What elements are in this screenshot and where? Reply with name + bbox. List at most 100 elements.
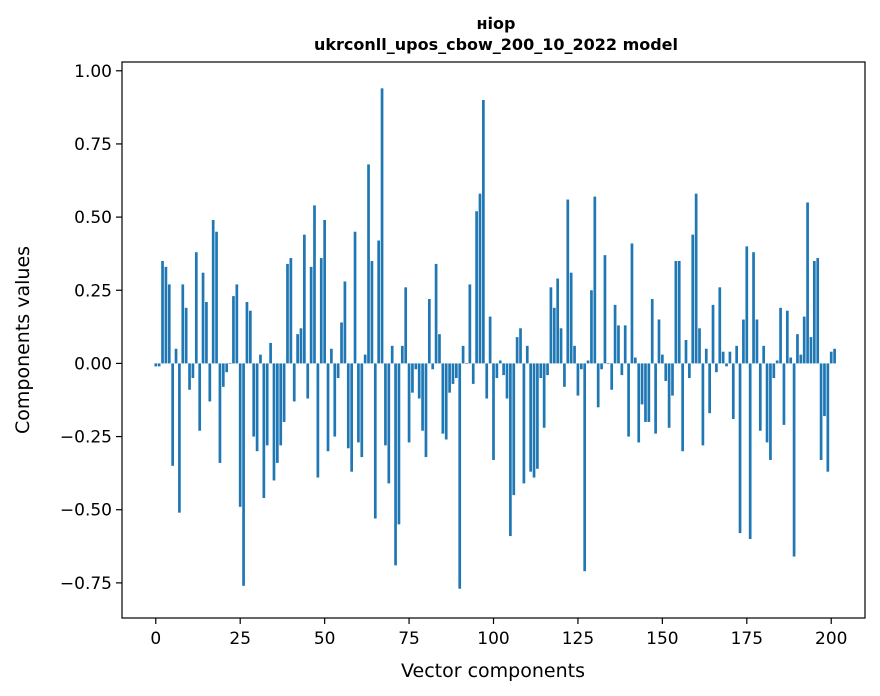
bar-40 — [289, 258, 293, 364]
bar-72 — [397, 363, 401, 525]
bar-155 — [677, 260, 681, 364]
bar-107 — [515, 337, 519, 364]
bar-7 — [178, 363, 181, 513]
bar-130 — [593, 196, 597, 364]
bar-28 — [248, 310, 252, 364]
x-axis-label: Vector components — [401, 660, 585, 682]
bar-26 — [242, 363, 245, 586]
bar-151 — [664, 363, 668, 381]
bars-group — [154, 88, 836, 589]
bar-22 — [228, 363, 232, 365]
bar-14 — [201, 272, 205, 364]
bar-32 — [262, 363, 266, 499]
bar-189 — [792, 363, 796, 557]
bar-133 — [603, 255, 607, 364]
y-tick-label: 1.00 — [74, 62, 112, 82]
bar-64 — [370, 260, 374, 364]
bar-90 — [458, 363, 462, 589]
bar-30 — [255, 363, 259, 452]
bar-25 — [238, 363, 242, 507]
bar-123 — [569, 272, 573, 364]
chart-title-line1: ніор — [477, 14, 516, 33]
bar-51 — [326, 363, 330, 452]
bar-84 — [438, 334, 441, 364]
bar-47 — [313, 205, 316, 364]
bar-4 — [167, 284, 171, 364]
bar-184 — [775, 360, 779, 364]
bar-73 — [400, 345, 404, 364]
bar-181 — [765, 363, 769, 443]
bar-179 — [758, 363, 762, 431]
bar-119 — [556, 278, 560, 364]
bar-8 — [181, 284, 185, 364]
bar-116 — [546, 363, 549, 376]
y-tick-label: 0.75 — [74, 135, 112, 155]
bar-198 — [823, 363, 826, 417]
bar-136 — [613, 304, 617, 364]
bar-102 — [498, 360, 502, 364]
y-tick-label: −0.50 — [60, 501, 112, 521]
x-tick-label: 200 — [815, 629, 847, 649]
bar-152 — [667, 363, 671, 428]
bar-69 — [387, 363, 391, 484]
bar-157 — [684, 340, 688, 364]
bar-108 — [519, 328, 522, 364]
bar-194 — [809, 337, 813, 364]
bar-89 — [455, 363, 458, 379]
bar-186 — [782, 363, 786, 425]
bar-170 — [728, 351, 732, 364]
bar-153 — [671, 363, 674, 396]
bar-176 — [748, 363, 752, 539]
x-axis-ticks: 0 25 50 75 100 125 150 175 200 — [150, 618, 847, 649]
bar-79 — [421, 363, 424, 431]
bar-183 — [772, 363, 776, 379]
bar-122 — [566, 199, 570, 364]
bar-87 — [448, 363, 451, 393]
y-tick-label: −0.25 — [60, 428, 112, 448]
bar-19 — [218, 363, 222, 463]
bar-190 — [796, 334, 799, 364]
bar-97 — [482, 100, 485, 364]
y-axis-ticks: −0.75 −0.50 −0.25 0.00 0.25 0.50 0.75 1.00 — [60, 62, 122, 594]
bar-91 — [461, 345, 465, 364]
bar-71 — [394, 363, 397, 566]
bar-174 — [742, 319, 745, 364]
bar-6 — [174, 348, 178, 364]
bar-200 — [829, 351, 833, 364]
bar-134 — [606, 363, 610, 365]
bar-23 — [232, 296, 235, 364]
bar-162 — [701, 363, 705, 446]
x-tick-label: 25 — [229, 629, 251, 649]
bar-33 — [265, 363, 269, 446]
bar-185 — [779, 307, 782, 364]
x-tick-label: 50 — [314, 629, 336, 649]
bar-141 — [630, 243, 634, 364]
bar-195 — [812, 260, 816, 364]
bar-77 — [414, 363, 418, 370]
bar-78 — [417, 363, 421, 399]
x-tick-label: 125 — [562, 629, 594, 649]
bar-101 — [495, 363, 499, 379]
bar-197 — [819, 363, 823, 460]
bar-21 — [225, 363, 229, 373]
bar-17 — [211, 220, 215, 364]
x-tick-label: 75 — [398, 629, 420, 649]
bar-165 — [711, 304, 715, 364]
bar-199 — [826, 363, 830, 472]
bar-60 — [357, 363, 360, 443]
bar-159 — [691, 234, 695, 364]
x-tick-label: 150 — [646, 629, 678, 649]
bar-9 — [184, 307, 188, 364]
bar-171 — [731, 363, 735, 420]
bar-137 — [617, 325, 620, 364]
bar-34 — [269, 342, 272, 364]
bar-83 — [434, 263, 438, 364]
bar-1 — [157, 363, 161, 367]
bar-164 — [708, 363, 711, 414]
bar-192 — [802, 316, 806, 364]
bar-99 — [488, 316, 492, 364]
bar-98 — [485, 363, 489, 399]
bar-112 — [532, 363, 536, 478]
bar-2 — [161, 260, 164, 364]
